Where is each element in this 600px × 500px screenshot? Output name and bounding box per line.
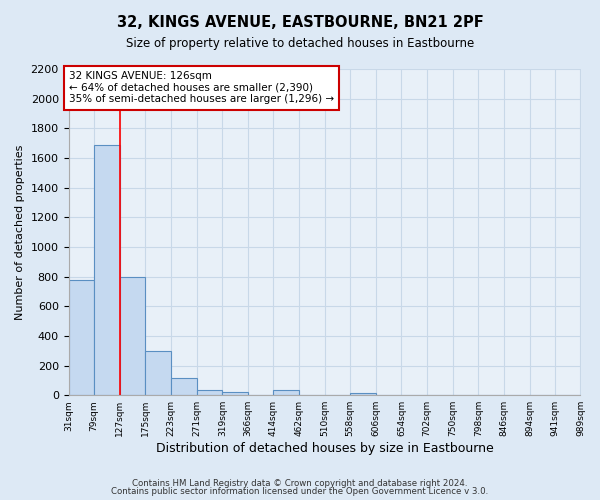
Bar [197,390,223,395]
Text: 32, KINGS AVENUE, EASTBOURNE, BN21 2PF: 32, KINGS AVENUE, EASTBOURNE, BN21 2PF [116,15,484,30]
Bar [120,276,145,395]
Text: 32 KINGS AVENUE: 126sqm
← 64% of detached houses are smaller (2,390)
35% of semi: 32 KINGS AVENUE: 126sqm ← 64% of detache… [69,71,334,104]
Bar [350,393,376,395]
X-axis label: Distribution of detached houses by size in Eastbourne: Distribution of detached houses by size … [155,442,493,455]
Bar [94,144,120,395]
Bar [171,378,197,395]
Y-axis label: Number of detached properties: Number of detached properties [15,144,25,320]
Text: Size of property relative to detached houses in Eastbourne: Size of property relative to detached ho… [126,38,474,51]
Text: Contains HM Land Registry data © Crown copyright and database right 2024.: Contains HM Land Registry data © Crown c… [132,478,468,488]
Text: Contains public sector information licensed under the Open Government Licence v : Contains public sector information licen… [112,487,488,496]
Bar [223,392,248,395]
Bar [273,390,299,395]
Bar [145,350,171,395]
Bar [68,280,94,395]
